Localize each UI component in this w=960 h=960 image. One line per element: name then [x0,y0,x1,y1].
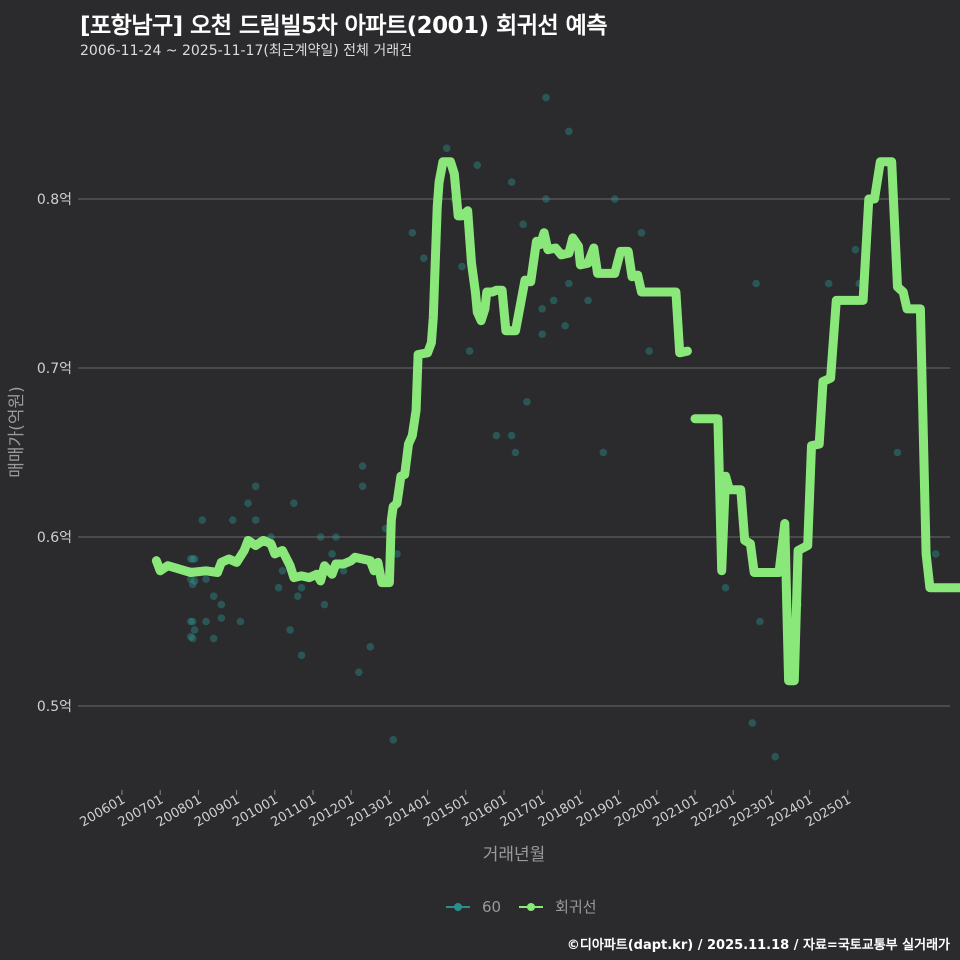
scatter-point [328,550,336,558]
scatter-point [771,752,780,761]
scatter-point [393,550,401,558]
scatter-point [198,516,207,524]
legend: 60 회귀선 [446,896,607,917]
scatter-point [202,575,210,584]
x-axis-ticks: 2006012007012008012009012010012011012012… [78,790,854,830]
source-footer: ©디아파트(dapt.kr) / 2025.11.18 / 자료=국토교통부 실… [566,938,950,953]
regression-line-series [151,157,960,686]
scatter-point [190,626,199,634]
scatter-point [389,736,398,744]
scatter-point [584,296,592,305]
scatter-point [190,555,199,563]
scatter-point [511,448,520,457]
scatter-point [186,575,195,584]
scatter-point [217,600,226,609]
scatter-point [202,617,210,626]
scatter-point [721,583,730,592]
scatter-point [358,462,367,470]
chart-subtitle: 2006-11-24 ~ 2025-11-17(최근계약일) 전체 거래건 [80,43,412,59]
scatter-point [251,482,260,491]
scatter-point [251,516,260,524]
scatter-point [442,144,451,153]
scatter-point [290,499,298,508]
scatter-point [538,305,546,313]
y-tick-label: 0.5억 [37,699,72,715]
regression-line [151,157,692,588]
y-axis-ticks: 0.5억 0.6억 0.7억 0.8억 [37,192,72,715]
legend-label-regression: 회귀선 [555,898,597,916]
scatter-point [542,195,550,203]
scatter-point [209,592,218,600]
scatter-point [188,617,197,626]
scatter-point [297,651,306,660]
scatter-point [188,580,197,589]
scatter-point [824,279,833,288]
scatter-point [756,617,764,626]
scatter-point [458,262,466,271]
regression-line [690,157,960,686]
y-axis-title: 매매가(억원) [7,386,27,477]
scatter-point [320,600,329,609]
scatter-point [188,555,197,563]
scatter-point [316,533,325,541]
scatter-point [274,583,283,592]
scatter-point [228,516,237,524]
legend-key-60 [446,902,470,911]
scatter-point [893,448,902,457]
scatter-point [244,499,252,508]
scatter-point [297,583,306,592]
scatter-point [358,482,367,491]
scatter-point [565,127,573,136]
scatter-point [637,229,646,237]
scatter-point [542,93,550,102]
scatter-point [549,296,558,305]
scatter-point [645,347,653,355]
scatter-point [748,719,757,727]
scatter-point [293,592,302,600]
scatter-point [538,330,546,339]
scatter-point [507,178,516,186]
scatter-point [599,448,608,457]
scatter-point [236,617,245,626]
scatter-point [507,431,516,440]
scatter-point [561,321,569,330]
scatter-point [190,577,199,585]
scatter-point [278,567,287,575]
scatter-point [332,533,340,541]
scatter-point [473,161,482,169]
scatter-point [419,254,428,262]
scatter-point [366,643,375,651]
scatter-point [217,614,226,622]
scatter-point [465,347,474,355]
scatter-point [523,398,531,406]
scatter-point [188,634,197,643]
scatter-point [209,634,218,643]
scatter-point [565,279,573,288]
scatter-point [286,626,294,634]
scatter-point [931,550,940,558]
chart-title: [포항남구] 오천 드림빌5차 아파트(2001) 회귀선 예측 [80,13,607,39]
scatter-point [186,632,195,641]
legend-label-60: 60 [482,897,502,916]
scatter-point [339,567,348,575]
scatter-series-60 [186,93,940,761]
y-tick-label: 0.6억 [37,530,72,546]
scatter-point [519,220,527,229]
scatter-point [851,245,860,254]
x-axis-title: 거래년월 [483,845,546,865]
y-tick-label: 0.7억 [37,361,72,377]
scatter-point [408,229,417,237]
scatter-point [355,668,363,676]
scatter-point [752,279,760,288]
scatter-point [492,431,501,440]
scatter-point [186,617,195,626]
scatter-point [610,195,619,203]
legend-key-regression [519,902,544,911]
scatter-point [186,555,195,563]
y-tick-label: 0.8억 [37,192,72,208]
